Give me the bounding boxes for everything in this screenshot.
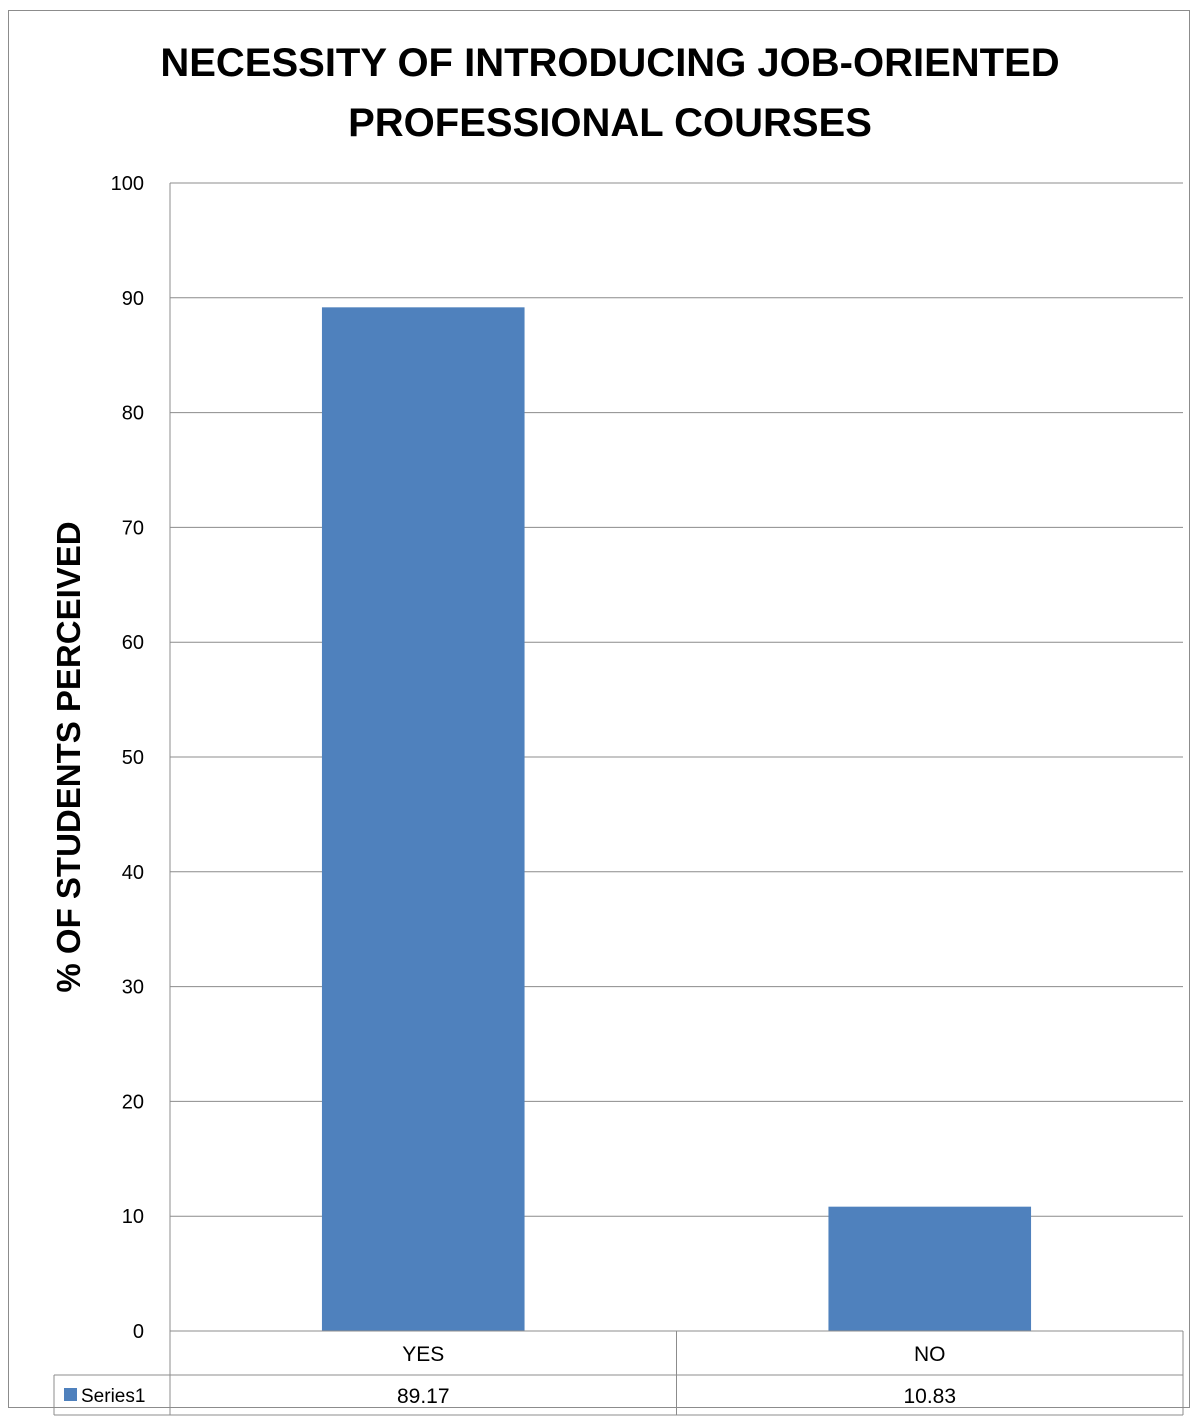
y-tick-label: 100 — [111, 173, 144, 195]
chart-title: NECESSITY OF INTRODUCING JOB-ORIENTED PR… — [160, 41, 1059, 145]
y-tick-label: 70 — [122, 517, 144, 539]
x-category-label: YES — [402, 1343, 444, 1366]
chart-title-line-1: NECESSITY OF INTRODUCING JOB-ORIENTED — [160, 41, 1059, 85]
y-tick-label: 20 — [122, 1091, 144, 1113]
y-tick-label: 60 — [122, 632, 144, 654]
bars — [321, 307, 1032, 1332]
chart-title-line-2: PROFESSIONAL COURSES — [348, 101, 872, 145]
y-axis-label: % OF STUDENTS PERCEIVED — [50, 521, 87, 992]
y-tick-label: 10 — [122, 1206, 144, 1228]
y-axis-ticks: 0 10 20 30 40 50 60 70 80 90 100 — [111, 173, 144, 1343]
y-tick-label: 50 — [122, 747, 144, 769]
bar-no — [828, 1206, 1032, 1331]
data-table-value: 89.17 — [397, 1385, 450, 1408]
data-table: YES NO Series1 89.17 10.83 — [53, 1330, 1184, 1416]
x-category-label: NO — [914, 1343, 946, 1366]
y-tick-label: 0 — [133, 1321, 144, 1343]
y-tick-label: 40 — [122, 862, 144, 884]
legend-series-label: Series1 — [81, 1386, 145, 1407]
bar-yes — [321, 307, 525, 1332]
chart-frame — [8, 10, 1190, 1408]
data-table-value: 10.83 — [903, 1385, 956, 1408]
legend-key-swatch — [64, 1388, 77, 1401]
y-tick-label: 80 — [122, 403, 144, 425]
y-tick-label: 30 — [122, 977, 144, 999]
y-tick-label: 90 — [122, 288, 144, 310]
